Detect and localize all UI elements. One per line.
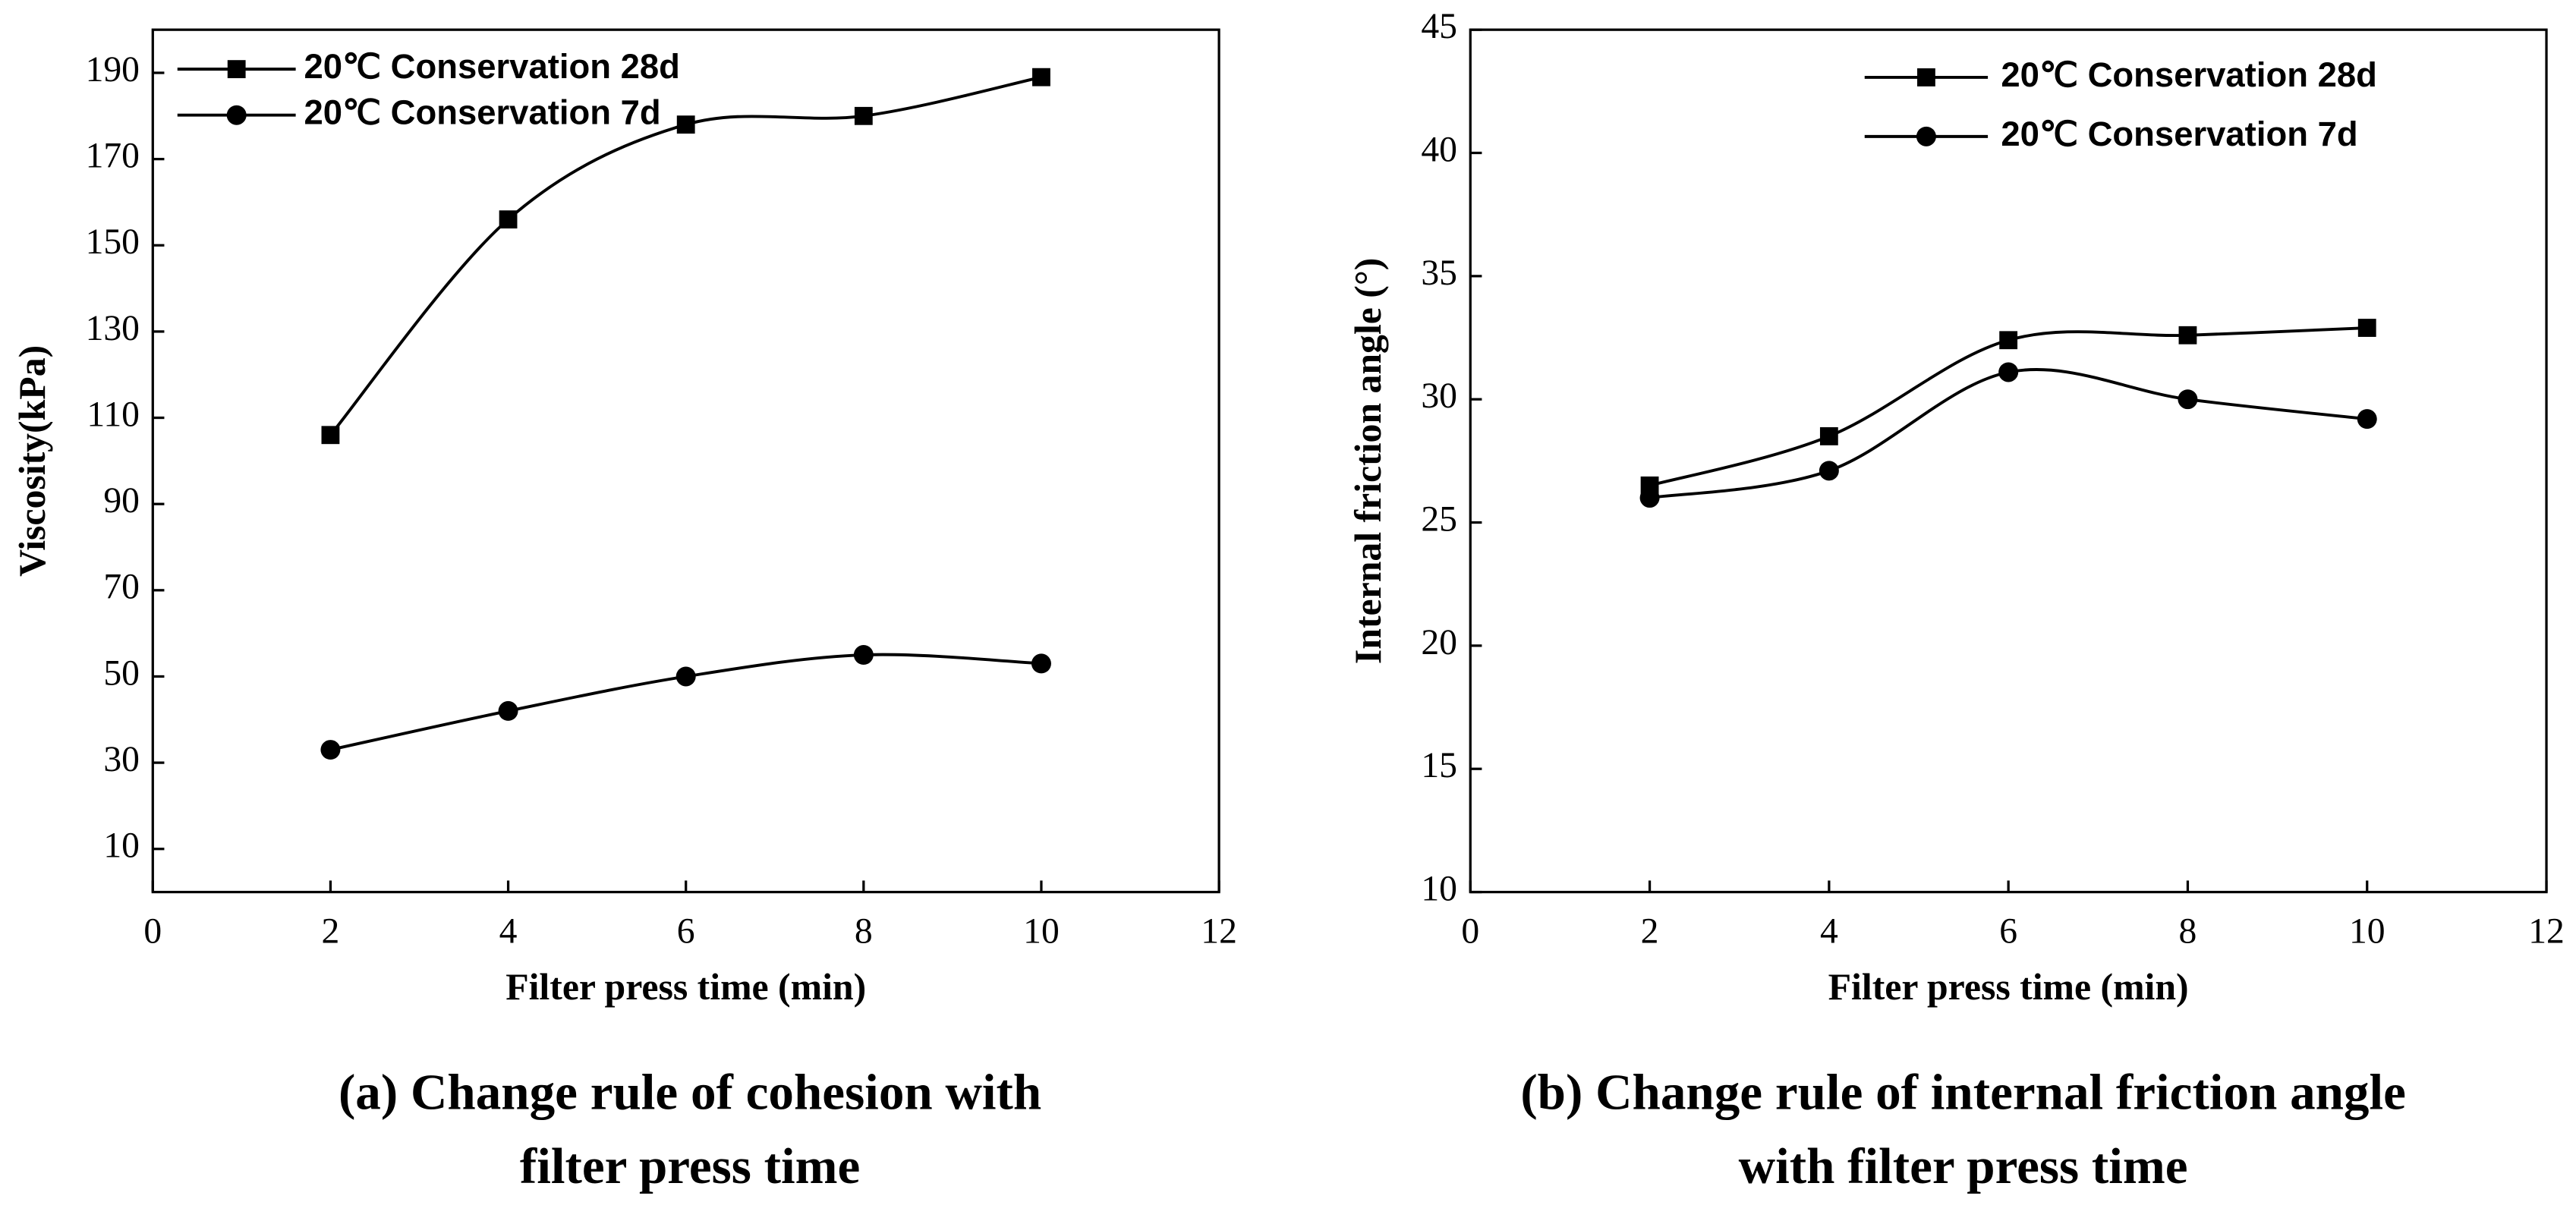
marker	[1639, 488, 1660, 508]
x-tick-label: 12	[2528, 912, 2565, 952]
y-tick-label: 90	[103, 481, 140, 521]
x-axis-title: Filter press time (min)	[1828, 966, 2189, 1008]
y-tick-label: 20	[1421, 623, 1457, 662]
marker	[1999, 331, 2018, 350]
x-tick-label: 2	[322, 912, 340, 952]
y-axis-title: Viscosity(kPa)	[11, 345, 53, 577]
marker	[1819, 426, 1838, 445]
caption: (a) Change rule of cohesion with	[339, 1064, 1041, 1121]
marker	[499, 210, 518, 229]
caption: with filter press time	[1739, 1137, 2188, 1194]
y-tick-label: 25	[1421, 499, 1457, 539]
x-tick-label: 10	[1023, 912, 1060, 952]
marker	[1819, 461, 1839, 481]
x-axis-title: Filter press time (min)	[505, 966, 866, 1008]
x-tick-label: 4	[1820, 912, 1838, 952]
series-line	[1649, 368, 2367, 499]
marker	[2178, 389, 2198, 410]
y-tick-label: 70	[103, 568, 140, 607]
legend-label: 20℃ Conservation 7d	[2001, 115, 2357, 153]
y-tick-label: 170	[86, 137, 140, 176]
x-tick-label: 2	[1641, 912, 1659, 952]
y-tick-label: 190	[86, 50, 140, 90]
marker	[1032, 68, 1050, 87]
marker	[676, 115, 695, 134]
caption: (b) Change rule of internal friction ang…	[1520, 1064, 2406, 1121]
y-tick-label: 50	[103, 653, 140, 693]
y-tick-label: 15	[1421, 746, 1457, 785]
legend-marker	[1917, 68, 1935, 87]
x-tick-label: 12	[1201, 912, 1237, 952]
y-tick-label: 35	[1421, 253, 1457, 293]
y-tick-label: 45	[1421, 7, 1457, 46]
legend-label: 20℃ Conservation 28d	[2001, 55, 2376, 94]
y-tick-label: 110	[87, 395, 140, 434]
x-tick-label: 0	[143, 912, 162, 952]
legend-label: 20℃ Conservation 7d	[304, 93, 660, 132]
x-tick-label: 4	[499, 912, 518, 952]
legend-marker	[1916, 126, 1936, 146]
y-tick-label: 40	[1421, 130, 1457, 169]
x-tick-label: 6	[677, 912, 695, 952]
marker	[498, 700, 518, 721]
legend-marker	[226, 105, 247, 125]
plot-frame	[1469, 28, 2548, 894]
y-tick-label: 30	[103, 740, 140, 779]
y-axis-title: Internal friction angle (°)	[1347, 258, 1389, 664]
x-tick-label: 10	[2349, 912, 2385, 952]
marker	[320, 740, 341, 760]
marker	[853, 645, 874, 665]
marker	[854, 106, 873, 125]
marker	[1031, 653, 1051, 674]
x-tick-label: 8	[855, 912, 873, 952]
y-tick-label: 30	[1421, 376, 1457, 416]
x-tick-label: 8	[2179, 912, 2197, 952]
marker	[321, 426, 340, 445]
y-tick-label: 130	[86, 309, 140, 348]
marker	[2178, 326, 2197, 345]
x-tick-label: 6	[1999, 912, 2017, 952]
x-tick-label: 0	[1461, 912, 1479, 952]
marker	[675, 666, 696, 687]
y-tick-label: 10	[1421, 869, 1457, 908]
legend-marker	[227, 60, 246, 79]
legend-label: 20℃ Conservation 28d	[304, 47, 679, 86]
y-tick-label: 10	[103, 826, 140, 866]
y-tick-label: 150	[86, 222, 140, 262]
plot-frame	[151, 28, 1220, 894]
caption: filter press time	[520, 1137, 860, 1194]
marker	[1998, 362, 2019, 382]
marker	[2357, 409, 2377, 430]
series-line	[329, 75, 1042, 436]
marker	[2357, 319, 2376, 337]
